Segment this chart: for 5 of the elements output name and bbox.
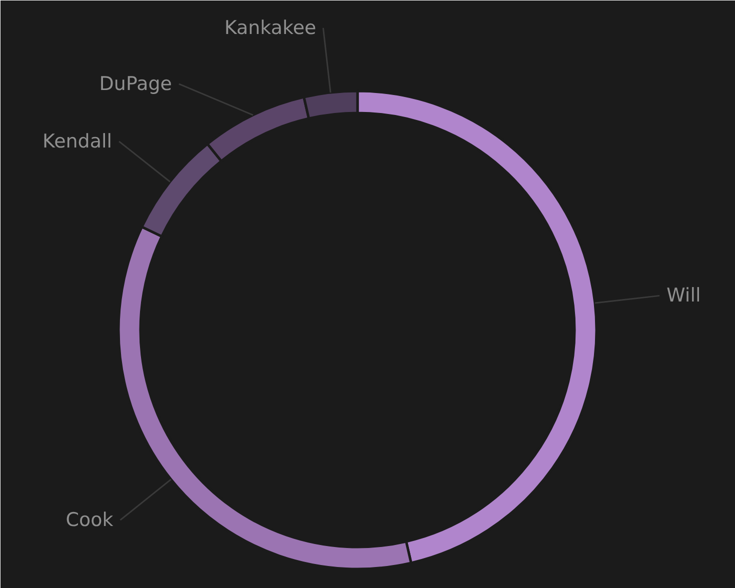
slice-label: Cook [66, 509, 114, 532]
slice-label: Kankakee [224, 16, 316, 39]
slice-label: Kendall [42, 130, 112, 152]
slice-label: DuPage [99, 72, 172, 95]
slice-label: Will [666, 284, 701, 307]
